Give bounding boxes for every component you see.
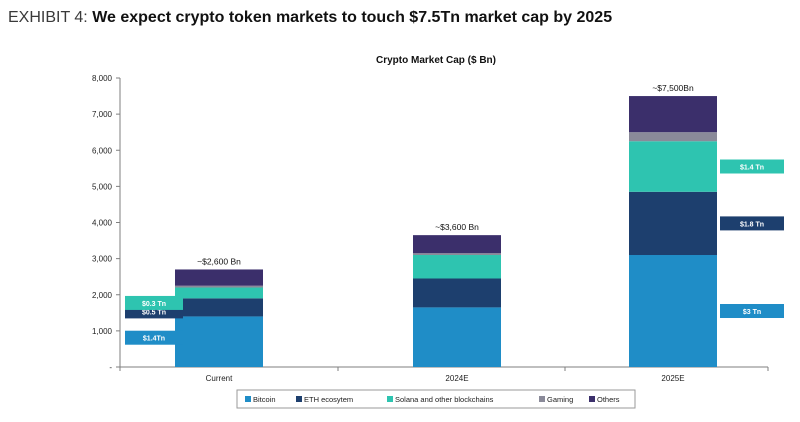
callout-box-current-solana-and-other-blockchains (125, 295, 183, 310)
bar-segment-eth-ecosytem-2025e (629, 191, 717, 256)
chart-title: Crypto Market Cap ($ Bn) (376, 55, 496, 66)
bar-segment-gaming-2025e (629, 132, 717, 142)
legend-box (236, 389, 636, 409)
y-tick-label: - (109, 363, 112, 372)
legend-swatch-gaming (539, 396, 545, 402)
bar-segment-bitcoin-2025e (629, 255, 717, 367)
bar-segment-solana-and-other-blockchains-2025e (629, 141, 717, 192)
legend-label-solana-and-other-blockchains: Solana and other blockchains (395, 395, 494, 404)
y-tick-label: 2,000 (92, 291, 113, 300)
total-label-current: ~$2,600 Bn (197, 256, 241, 266)
legend-label-others: Others (597, 395, 620, 404)
y-tick-label: 5,000 (92, 182, 113, 191)
bar-segment-bitcoin-2024e (413, 307, 501, 367)
x-tick-label-current: Current (206, 374, 233, 383)
callout-box-2025e-solana-and-other-blockchains (720, 159, 784, 174)
legend-swatch-solana-and-other-blockchains (387, 396, 393, 402)
bar-segment-gaming-2024e (413, 253, 501, 256)
callout-label-2025e-bitcoin: $3 Tn (743, 309, 761, 316)
callout-label-current-solana-and-other-blockchains: $0.3 Tn (142, 301, 166, 308)
legend-swatch-others (589, 396, 595, 402)
callout-box-current-bitcoin (125, 330, 183, 345)
exhibit-headline: We expect crypto token markets to touch … (92, 9, 613, 26)
x-tick-label-2025e: 2025E (661, 374, 684, 383)
bar-segment-eth-ecosytem-2024e (413, 278, 501, 308)
y-tick-label: 6,000 (92, 146, 113, 155)
y-tick-label: 7,000 (92, 110, 113, 119)
legend-label-bitcoin: Bitcoin (253, 395, 276, 404)
total-label-2024e: ~$3,600 Bn (435, 222, 479, 232)
callout-label-2025e-solana-and-other-blockchains: $1.4 Tn (740, 165, 764, 172)
y-tick-label: 8,000 (92, 74, 113, 83)
y-tick-label: 4,000 (92, 219, 113, 228)
callout-box-2025e-bitcoin (720, 304, 784, 319)
x-tick-label-2024e: 2024E (445, 374, 468, 383)
legend-label-gaming: Gaming (547, 395, 573, 404)
bar-segment-others-2024e (413, 235, 501, 254)
bar-segment-bitcoin-current (175, 316, 263, 367)
bar-segment-solana-and-other-blockchains-2024e (413, 255, 501, 279)
bar-segment-others-2025e (629, 96, 717, 133)
exhibit-title: EXHIBIT 4: We expect crypto token market… (8, 9, 612, 27)
legend-swatch-bitcoin (245, 396, 251, 402)
callout-label-current-eth-ecosytem: $0.5 Tn (142, 309, 166, 316)
legend-label-eth-ecosytem: ETH ecosytem (304, 395, 353, 404)
exhibit-label: EXHIBIT 4: (8, 9, 88, 26)
bar-segment-eth-ecosytem-current (175, 298, 263, 317)
callout-box-2025e-eth-ecosytem (720, 216, 784, 231)
y-tick-label: 3,000 (92, 255, 113, 264)
y-tick-label: 1,000 (92, 327, 113, 336)
callout-label-current-bitcoin: $1.4Tn (143, 336, 165, 343)
callout-label-2025e-eth-ecosytem: $1.8 Tn (740, 221, 764, 228)
legend-swatch-eth-ecosytem (296, 396, 302, 402)
bar-segment-gaming-current (175, 285, 263, 288)
bar-segment-solana-and-other-blockchains-current (175, 287, 263, 299)
bar-segment-others-current (175, 269, 263, 286)
total-label-2025e: ~$7,500Bn (652, 83, 694, 93)
